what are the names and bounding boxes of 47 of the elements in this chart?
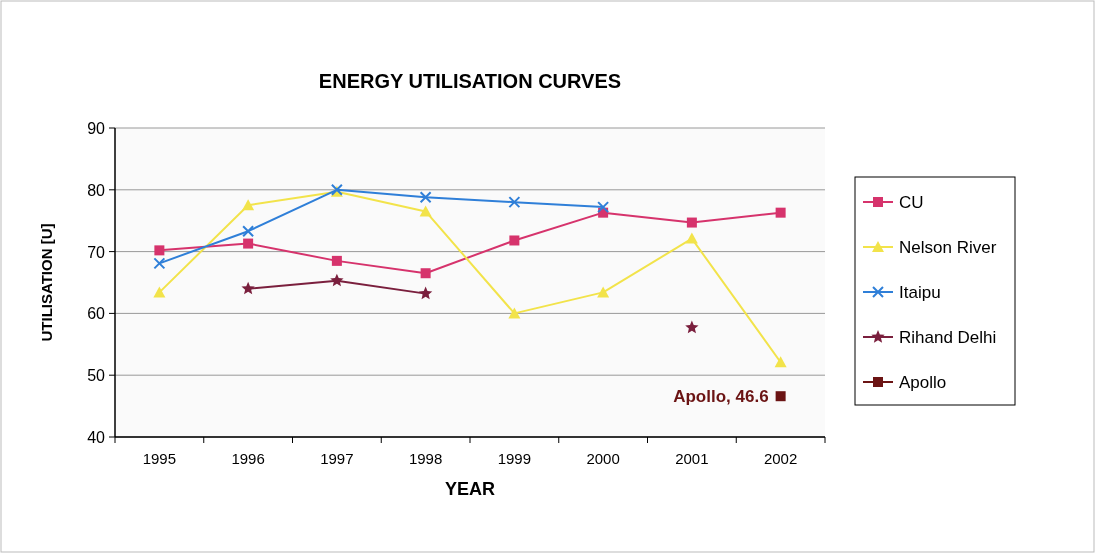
y-tick-label: 40 xyxy=(87,429,106,446)
point xyxy=(685,320,699,334)
y-tick-label: 70 xyxy=(87,243,106,261)
point xyxy=(243,238,254,249)
point xyxy=(242,199,255,211)
x-tick-label: 2000 xyxy=(586,450,620,467)
chart-title: ENERGY UTILISATION CURVES xyxy=(318,70,622,92)
point xyxy=(774,356,787,368)
point xyxy=(419,205,432,217)
y-axis-title: UTILISATION [U] xyxy=(38,223,55,342)
y-tick-label: 90 xyxy=(87,120,106,137)
y-tick-label: 50 xyxy=(87,367,106,385)
point xyxy=(509,235,520,246)
point xyxy=(153,286,166,298)
point xyxy=(242,225,255,238)
point xyxy=(241,281,255,295)
x-tick-label: 1999 xyxy=(497,450,532,467)
legend-label: CU xyxy=(899,193,924,212)
point xyxy=(686,217,697,228)
point xyxy=(154,245,165,256)
x-tick-label: 1998 xyxy=(408,450,443,467)
point xyxy=(331,255,342,266)
point xyxy=(508,196,521,209)
point xyxy=(330,273,344,287)
point xyxy=(775,207,786,218)
legend-label: Apollo xyxy=(899,373,947,392)
point xyxy=(419,191,432,204)
point xyxy=(775,391,786,402)
legend-label: Rihand Delhi xyxy=(899,328,997,347)
x-tick-label: 2002 xyxy=(763,450,798,467)
legend-label: Nelson River xyxy=(899,238,997,257)
point xyxy=(685,232,698,244)
x-tick-label: 2001 xyxy=(675,450,709,467)
x-tick-label: 1997 xyxy=(320,450,354,467)
point xyxy=(597,286,610,298)
point xyxy=(418,286,433,300)
point xyxy=(420,268,431,279)
x-tick-label: 1996 xyxy=(231,450,265,467)
point xyxy=(153,257,166,270)
x-axis-title: YEAR xyxy=(444,479,496,499)
legend-label: Itaipu xyxy=(899,283,941,302)
point xyxy=(508,307,521,319)
y-tick-label: 60 xyxy=(87,305,106,323)
point xyxy=(597,201,610,214)
y-tick-label: 80 xyxy=(87,181,106,199)
data-label: Apollo, 46.6 xyxy=(673,387,769,407)
x-tick-label: 1995 xyxy=(142,450,177,467)
